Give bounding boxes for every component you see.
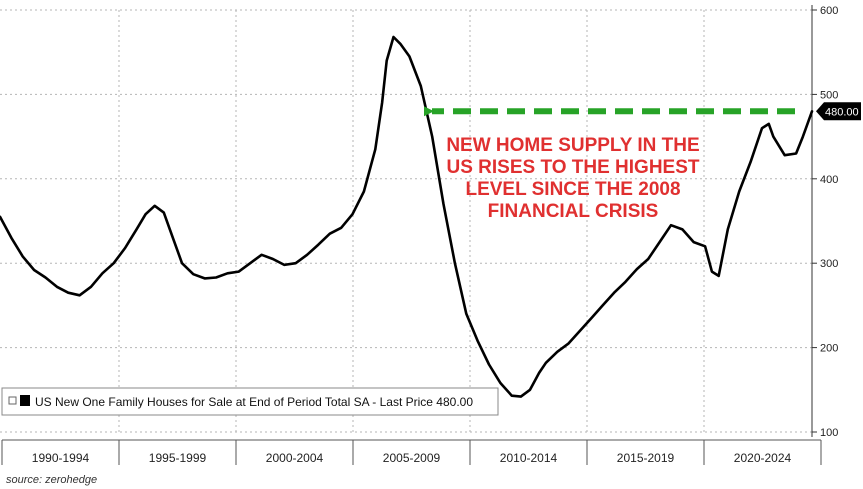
x-category-label: 2020-2024 bbox=[734, 451, 792, 465]
annotation-line-4: FINANCIAL CRISIS bbox=[488, 201, 659, 222]
y-axis: 100 200 300 400 500 600 bbox=[811, 5, 838, 439]
y-tick-label: 600 bbox=[820, 5, 838, 17]
x-category-label: 1990-1994 bbox=[32, 451, 90, 465]
legend-swatch bbox=[20, 395, 30, 406]
y-tick-label: 400 bbox=[820, 174, 838, 186]
x-category-label: 2015-2019 bbox=[617, 451, 675, 465]
y-tick-label: 500 bbox=[820, 89, 838, 101]
series-line-new-home-supply bbox=[0, 35, 814, 398]
legend-toggle-icon[interactable] bbox=[8, 396, 17, 405]
annotation-line-3: LEVEL SINCE THE 2008 bbox=[465, 179, 680, 200]
y-tick-label: 300 bbox=[820, 258, 838, 270]
x-category-label: 2000-2004 bbox=[266, 451, 324, 465]
legend-text: US New One Family Houses for Sale at End… bbox=[35, 395, 473, 409]
annotation-line-1: NEW HOME SUPPLY IN THE bbox=[446, 135, 699, 156]
legend: US New One Family Houses for Sale at End… bbox=[1, 387, 499, 416]
x-category-label: 2005-2009 bbox=[383, 451, 441, 465]
source-note: source: zerohedge bbox=[6, 474, 97, 486]
last-price-tag: 480.00 bbox=[816, 102, 861, 121]
x-category-label: 2010-2014 bbox=[500, 451, 558, 465]
grid bbox=[0, 9, 812, 433]
x-category-label: 1995-1999 bbox=[149, 451, 207, 465]
annotation-line-2: US RISES TO THE HIGHEST bbox=[446, 157, 699, 178]
x-axis-categories: 1990-1994 1995-1999 2000-2004 2005-2009 2010… bbox=[1, 439, 822, 465]
last-price-label: 480.00 bbox=[825, 106, 859, 118]
y-tick-label: 100 bbox=[820, 427, 838, 439]
annotation-text: NEW HOME SUPPLY IN THE US RISES TO THE H… bbox=[446, 135, 700, 222]
y-tick-label: 200 bbox=[820, 343, 838, 355]
